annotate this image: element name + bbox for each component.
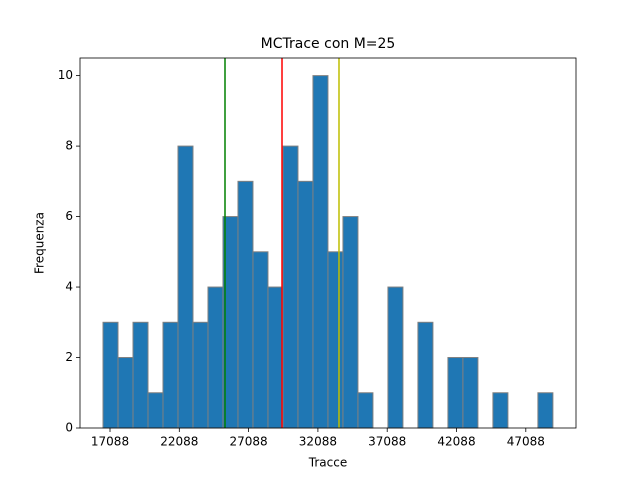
axes-frame: [79, 57, 577, 429]
bar: [207, 286, 224, 429]
bar: [237, 180, 254, 429]
bar: [462, 357, 479, 429]
bar: [357, 392, 374, 429]
chart-title: MCTrace con M=25: [261, 36, 396, 52]
bar: [537, 392, 554, 429]
bar: [102, 321, 119, 429]
bar: [387, 286, 404, 429]
x-tick-label: 17088: [91, 435, 129, 449]
bar: [282, 145, 299, 429]
bar: [147, 392, 164, 429]
bar: [492, 392, 509, 429]
bar: [117, 357, 134, 429]
y-tick-label: 10: [58, 68, 73, 82]
x-tick-label: 32088: [299, 435, 337, 449]
bar: [417, 321, 434, 429]
y-tick-label: 2: [65, 350, 73, 364]
x-tick-label: 47088: [507, 435, 545, 449]
bar: [327, 251, 344, 429]
x-tick-label: 27088: [230, 435, 268, 449]
bar: [267, 286, 284, 429]
bar: [447, 357, 464, 429]
bar: [162, 321, 179, 429]
bar: [177, 145, 194, 429]
x-tick-label: 42088: [437, 435, 475, 449]
bar: [342, 216, 359, 429]
y-axis-label: Frequenza: [33, 212, 47, 274]
x-tick-label: 22088: [160, 435, 198, 449]
y-tick-label: 8: [65, 139, 73, 153]
bar: [297, 180, 314, 429]
y-tick-label: 0: [65, 421, 73, 435]
bar: [312, 75, 329, 429]
x-tick-label: 37088: [368, 435, 406, 449]
y-tick-label: 4: [65, 280, 73, 294]
x-axis-label: Tracce: [308, 456, 347, 470]
bar: [132, 321, 149, 429]
y-tick-label: 6: [65, 209, 73, 223]
plot-area: [102, 58, 554, 429]
bar: [252, 251, 269, 429]
bar: [192, 321, 209, 429]
